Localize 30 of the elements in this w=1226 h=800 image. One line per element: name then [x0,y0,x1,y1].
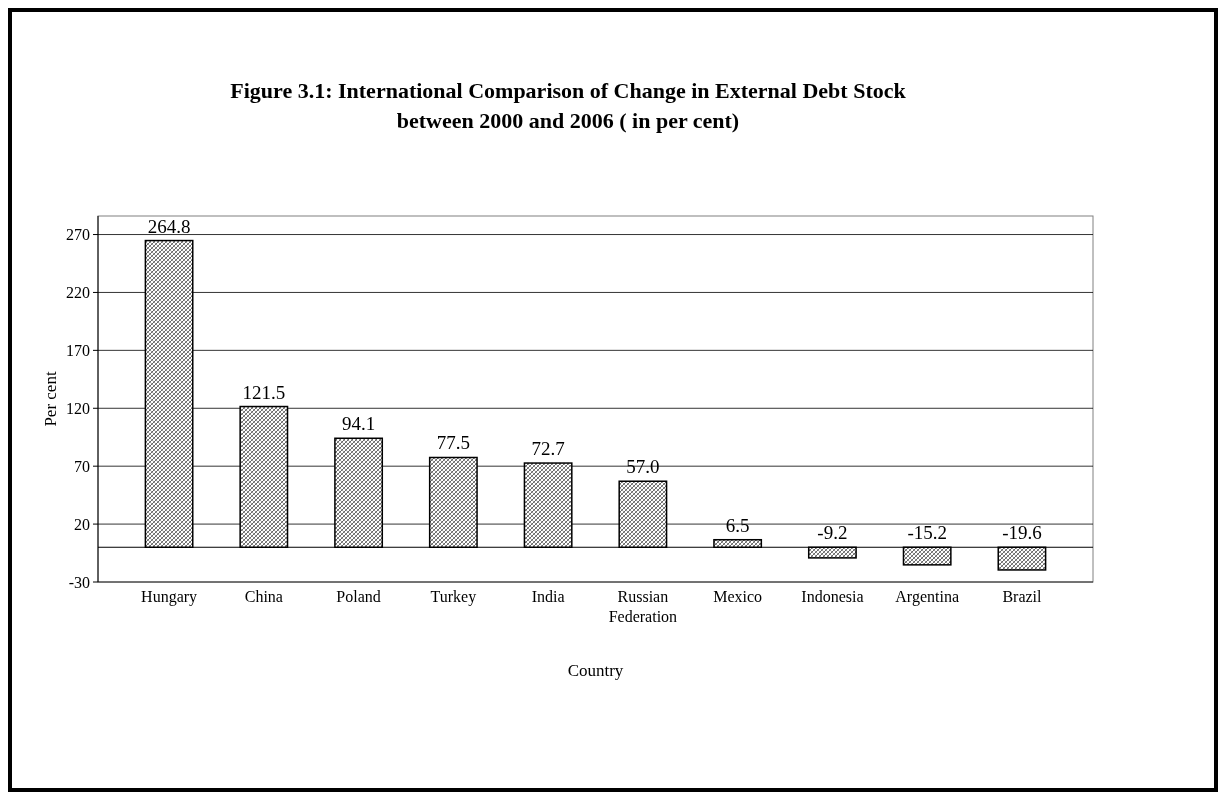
y-tick-label: 270 [66,226,90,244]
x-tick-label: Mexico [713,588,763,605]
data-label: 264.8 [147,215,191,237]
data-label: 6.5 [725,514,750,536]
data-label: 72.7 [531,438,565,460]
data-label: 121.5 [242,381,286,403]
x-axis-title: Country [567,661,624,680]
data-label: 94.1 [341,413,376,435]
x-tick-label: Hungary [141,588,198,606]
y-tick-label: -30 [68,573,90,591]
chart-title: Figure 3.1: International Comparison of Change in External Debt Stock between 2000 and 2006 ( in per cent) [230,78,907,133]
data-label: 57.0 [626,456,660,478]
x-tick-label: India [531,588,565,605]
x-tick-label: Poland [336,588,381,605]
data-label: 77.5 [436,432,470,454]
x-tick-label: Indonesia [801,588,864,605]
x-tick-label: China [244,588,283,605]
y-tick-label: 20 [74,515,90,533]
x-tick-label: Brazil [1002,588,1043,605]
y-axis-title: Per cent [41,371,60,427]
x-tick-label: Argentina [895,588,960,606]
y-tick-label: 170 [66,341,90,359]
data-label: -19.6 [1002,522,1042,544]
y-tick-label: 120 [66,399,90,417]
data-label: -15.2 [907,522,947,544]
y-tick-label: 70 [74,457,90,475]
x-tick-label: Turkey [430,588,477,606]
x-tick-label: Russian Federation [608,588,678,625]
data-label: -9.2 [817,522,848,544]
y-tick-label: 220 [66,284,90,302]
